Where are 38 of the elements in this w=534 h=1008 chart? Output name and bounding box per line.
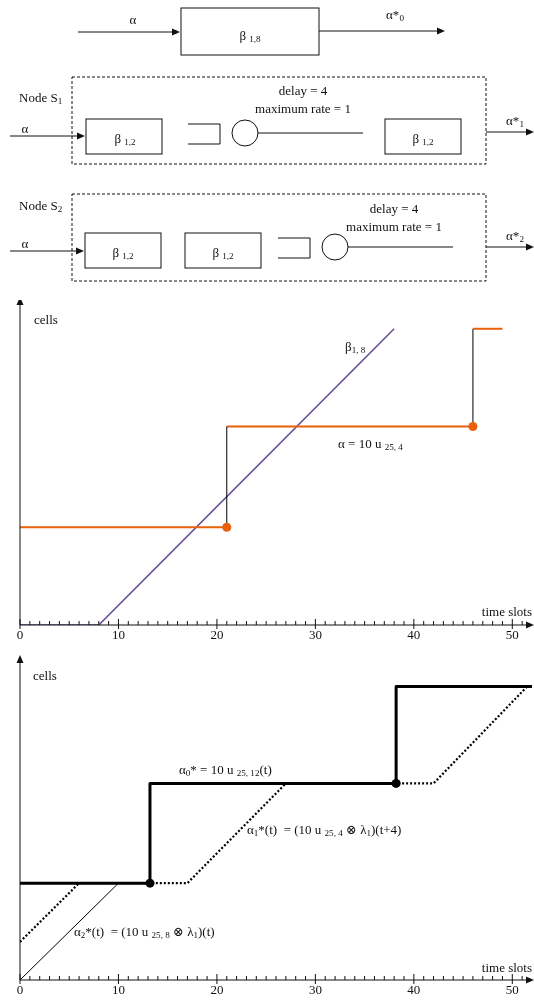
text: delay = 4 — [278, 83, 328, 98]
series-label: α$_{0}$* = 10 u $_{25, 12}$(t) — [179, 762, 272, 779]
x-tick-label: 20 — [210, 982, 224, 997]
x-axis-title: time slots — [481, 604, 532, 619]
y-axis-title: cells — [33, 668, 57, 683]
x-tick-label: 0 — [16, 627, 24, 642]
text: β $_{1,2}$ — [114, 131, 137, 148]
x-axis-title: time slots — [481, 960, 532, 975]
text: β $_{1,2}$ — [412, 131, 435, 148]
text: delay = 4 — [369, 201, 419, 216]
x-tick-label: 50 — [505, 982, 519, 997]
series-label: α$_{2}$*(t) = (10 u $_{25, 8}$ ⊗ λ$_{1}$)(t) — [74, 924, 215, 941]
text: α*$_{0}$ — [386, 7, 405, 24]
text: maximum rate = 1 — [346, 219, 442, 234]
x-tick-label: 10 — [111, 982, 125, 997]
x-tick-label: 30 — [308, 627, 322, 642]
text: α*$_{1}$ — [506, 113, 524, 130]
y-axis-title: cells — [34, 312, 58, 327]
text: α — [21, 121, 29, 136]
text: α — [21, 236, 29, 251]
x-tick-label: 10 — [111, 627, 125, 642]
x-tick-label: 0 — [16, 982, 24, 997]
text: α*$_{2}$ — [506, 228, 525, 245]
text: β $_{1,2}$ — [212, 245, 235, 262]
x-tick-label: 40 — [407, 982, 421, 997]
x-tick-label: 20 — [210, 627, 224, 642]
series-label: α = 10 u $_{25, 4}$ — [338, 436, 404, 453]
x-tick-label: 40 — [407, 627, 421, 642]
text: β $_{1,8}$ — [239, 28, 262, 45]
x-tick-label: 30 — [308, 982, 322, 997]
text: Node S$_{2}$ — [19, 198, 63, 215]
text: Node S$_{1}$ — [19, 90, 63, 107]
text: α — [129, 12, 137, 27]
x-tick-label: 50 — [505, 627, 519, 642]
text: β $_{1,2}$ — [112, 245, 135, 262]
text: maximum rate = 1 — [255, 101, 351, 116]
series-label: α$_{1}$*(t) = (10 u $_{25, 4}$ ⊗ λ$_{1}$)(t+4) — [247, 822, 402, 839]
series-label: β$_{1, 8}$ — [345, 339, 366, 356]
